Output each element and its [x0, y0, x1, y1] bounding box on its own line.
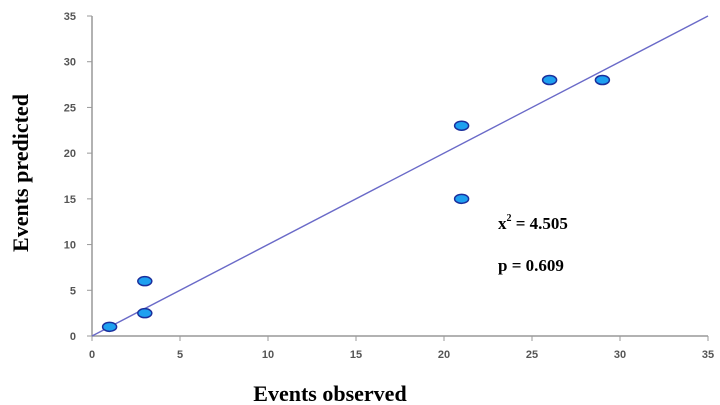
y-tick-label: 20	[64, 148, 76, 160]
data-point	[137, 307, 153, 319]
y-axis-title: Events predicted	[8, 94, 33, 252]
axes	[91, 16, 708, 337]
x-tick-label: 25	[526, 349, 538, 361]
y-tick-label: 15	[64, 194, 76, 206]
x-tick-label: 35	[702, 349, 714, 361]
x-tick-label: 0	[89, 349, 95, 361]
data-point	[137, 275, 153, 287]
data-point	[541, 74, 558, 86]
y-tick-label: 5	[70, 285, 76, 297]
y-tick-label: 25	[64, 102, 76, 114]
p-value-annotation: p = 0.609	[498, 256, 564, 275]
chi-square-annotation: x2 = 4.505	[498, 213, 568, 233]
ticks: 0 5 10 15 20 25 30 35 0 5 10 15 20 25 30 35	[64, 11, 714, 361]
chi-square-symbol: x	[498, 214, 507, 233]
x-tick-label: 30	[614, 349, 626, 361]
data-point	[101, 321, 118, 333]
data-point	[453, 193, 470, 205]
x-tick-label: 10	[262, 349, 274, 361]
reference-line	[91, 15, 709, 337]
data-point	[594, 74, 611, 86]
chi-square-superscript: 2	[507, 213, 512, 224]
y-tick-label: 10	[64, 240, 76, 252]
x-axis-title: Events observed	[253, 381, 406, 405]
y-tick-label: 35	[64, 11, 76, 23]
x-tick-label: 15	[350, 349, 362, 361]
data-point	[453, 120, 470, 131]
y-tick-label: 0	[70, 331, 76, 343]
data-points	[101, 74, 611, 333]
chi-square-value: = 4.505	[512, 214, 568, 233]
x-tick-label: 20	[438, 349, 450, 361]
x-tick-label: 5	[177, 349, 183, 361]
y-tick-label: 30	[64, 57, 76, 69]
